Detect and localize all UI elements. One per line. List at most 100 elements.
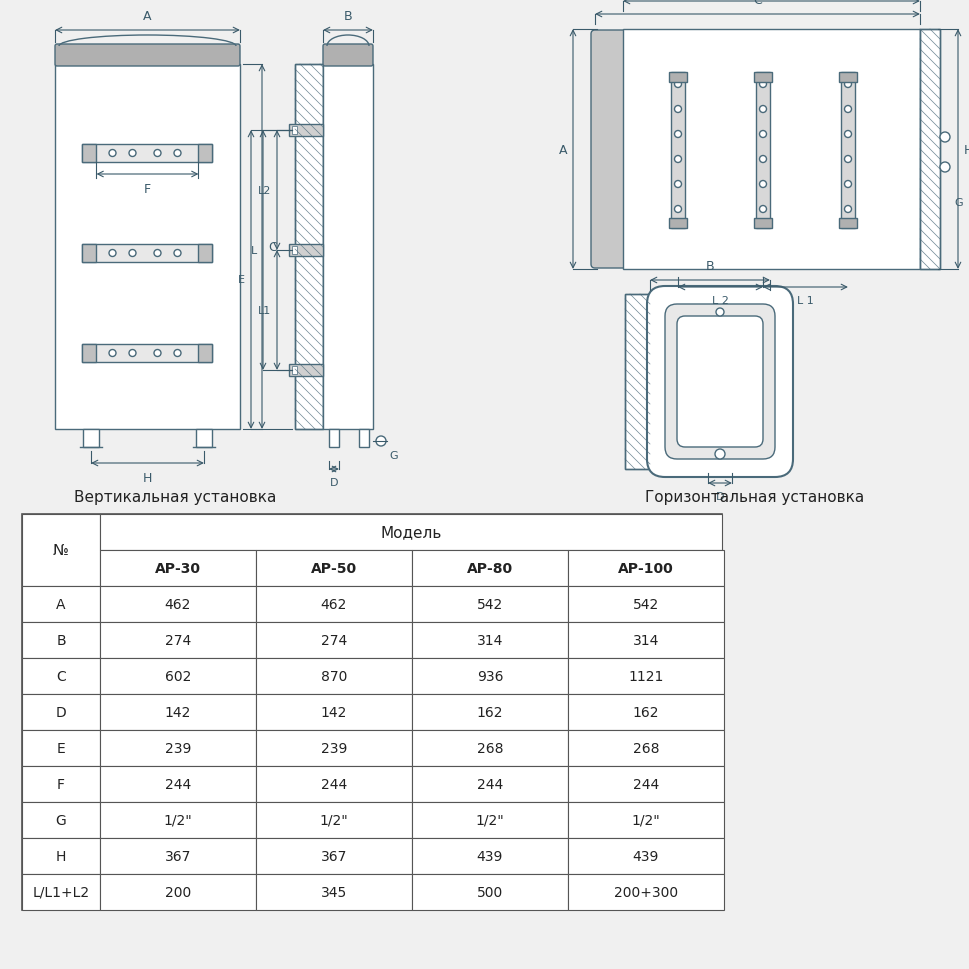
Circle shape bbox=[173, 250, 181, 257]
Text: 268: 268 bbox=[632, 741, 659, 755]
Circle shape bbox=[844, 81, 851, 88]
FancyBboxPatch shape bbox=[646, 287, 793, 478]
FancyBboxPatch shape bbox=[323, 45, 373, 67]
Bar bbox=[82, 144, 96, 163]
FancyBboxPatch shape bbox=[55, 45, 239, 67]
Circle shape bbox=[759, 81, 766, 88]
Circle shape bbox=[673, 107, 681, 113]
Text: 345: 345 bbox=[321, 885, 347, 899]
Bar bbox=[624, 295, 649, 470]
Bar bbox=[100, 874, 256, 910]
Circle shape bbox=[673, 206, 681, 213]
Text: 1/2": 1/2" bbox=[164, 813, 192, 828]
Text: 274: 274 bbox=[165, 634, 191, 647]
Text: 142: 142 bbox=[165, 705, 191, 719]
Bar bbox=[100, 731, 256, 766]
Text: C: C bbox=[56, 670, 66, 683]
Bar bbox=[412, 658, 568, 694]
Bar bbox=[82, 144, 212, 163]
Circle shape bbox=[154, 350, 161, 358]
Bar bbox=[22, 766, 100, 802]
Circle shape bbox=[759, 206, 766, 213]
Text: C: C bbox=[267, 240, 276, 254]
Bar bbox=[256, 766, 412, 802]
Circle shape bbox=[673, 181, 681, 188]
Text: АР-100: АР-100 bbox=[617, 561, 673, 576]
Bar bbox=[256, 658, 412, 694]
Text: 200+300: 200+300 bbox=[613, 885, 677, 899]
Text: 439: 439 bbox=[632, 849, 659, 863]
Bar bbox=[82, 245, 96, 263]
Bar bbox=[100, 802, 256, 838]
Bar bbox=[753, 73, 771, 83]
Bar bbox=[568, 766, 723, 802]
Circle shape bbox=[759, 132, 766, 139]
Bar bbox=[412, 838, 568, 874]
Bar bbox=[100, 586, 256, 622]
Text: D: D bbox=[55, 705, 66, 719]
Text: 268: 268 bbox=[476, 741, 503, 755]
Text: C: C bbox=[752, 0, 761, 7]
Text: 462: 462 bbox=[165, 597, 191, 611]
Bar bbox=[256, 622, 412, 658]
Bar bbox=[292, 127, 297, 135]
Bar bbox=[289, 364, 323, 377]
Circle shape bbox=[129, 350, 136, 358]
Text: 314: 314 bbox=[632, 634, 659, 647]
Bar bbox=[568, 874, 723, 910]
Bar bbox=[669, 219, 686, 229]
Text: F: F bbox=[143, 183, 151, 196]
Text: 936: 936 bbox=[476, 670, 503, 683]
Text: 462: 462 bbox=[321, 597, 347, 611]
Text: G: G bbox=[55, 813, 66, 828]
Bar bbox=[22, 586, 100, 622]
Bar bbox=[256, 694, 412, 731]
Text: B: B bbox=[343, 10, 352, 23]
Circle shape bbox=[173, 150, 181, 157]
Circle shape bbox=[844, 107, 851, 113]
Bar bbox=[82, 345, 212, 362]
Text: B: B bbox=[56, 634, 66, 647]
Bar bbox=[199, 245, 212, 263]
Bar bbox=[22, 515, 100, 586]
Bar bbox=[22, 694, 100, 731]
Bar bbox=[295, 65, 323, 429]
Bar bbox=[292, 366, 297, 375]
Bar bbox=[919, 30, 939, 269]
Text: 367: 367 bbox=[165, 849, 191, 863]
Text: L2: L2 bbox=[258, 186, 270, 196]
Text: H: H bbox=[56, 849, 66, 863]
Circle shape bbox=[844, 132, 851, 139]
Circle shape bbox=[759, 107, 766, 113]
Circle shape bbox=[715, 309, 723, 317]
Circle shape bbox=[109, 350, 116, 358]
Bar bbox=[100, 658, 256, 694]
Bar bbox=[83, 429, 99, 448]
Bar bbox=[256, 802, 412, 838]
Bar bbox=[22, 515, 721, 910]
Circle shape bbox=[109, 150, 116, 157]
Circle shape bbox=[173, 350, 181, 358]
Circle shape bbox=[154, 150, 161, 157]
Text: 244: 244 bbox=[632, 777, 659, 791]
Bar bbox=[412, 586, 568, 622]
Bar bbox=[328, 429, 338, 448]
Text: 239: 239 bbox=[321, 741, 347, 755]
Text: L 2: L 2 bbox=[711, 296, 728, 305]
Bar bbox=[256, 838, 412, 874]
Bar bbox=[100, 515, 721, 550]
Bar bbox=[22, 731, 100, 766]
Bar bbox=[412, 731, 568, 766]
Text: L: L bbox=[251, 246, 257, 256]
Bar bbox=[256, 874, 412, 910]
Bar bbox=[412, 694, 568, 731]
Text: D: D bbox=[329, 478, 338, 487]
Text: D: D bbox=[715, 491, 724, 502]
Text: АР-50: АР-50 bbox=[311, 561, 357, 576]
FancyBboxPatch shape bbox=[590, 31, 626, 268]
Circle shape bbox=[129, 150, 136, 157]
Text: 439: 439 bbox=[477, 849, 503, 863]
Bar bbox=[100, 838, 256, 874]
Text: 870: 870 bbox=[321, 670, 347, 683]
Bar bbox=[295, 65, 323, 429]
